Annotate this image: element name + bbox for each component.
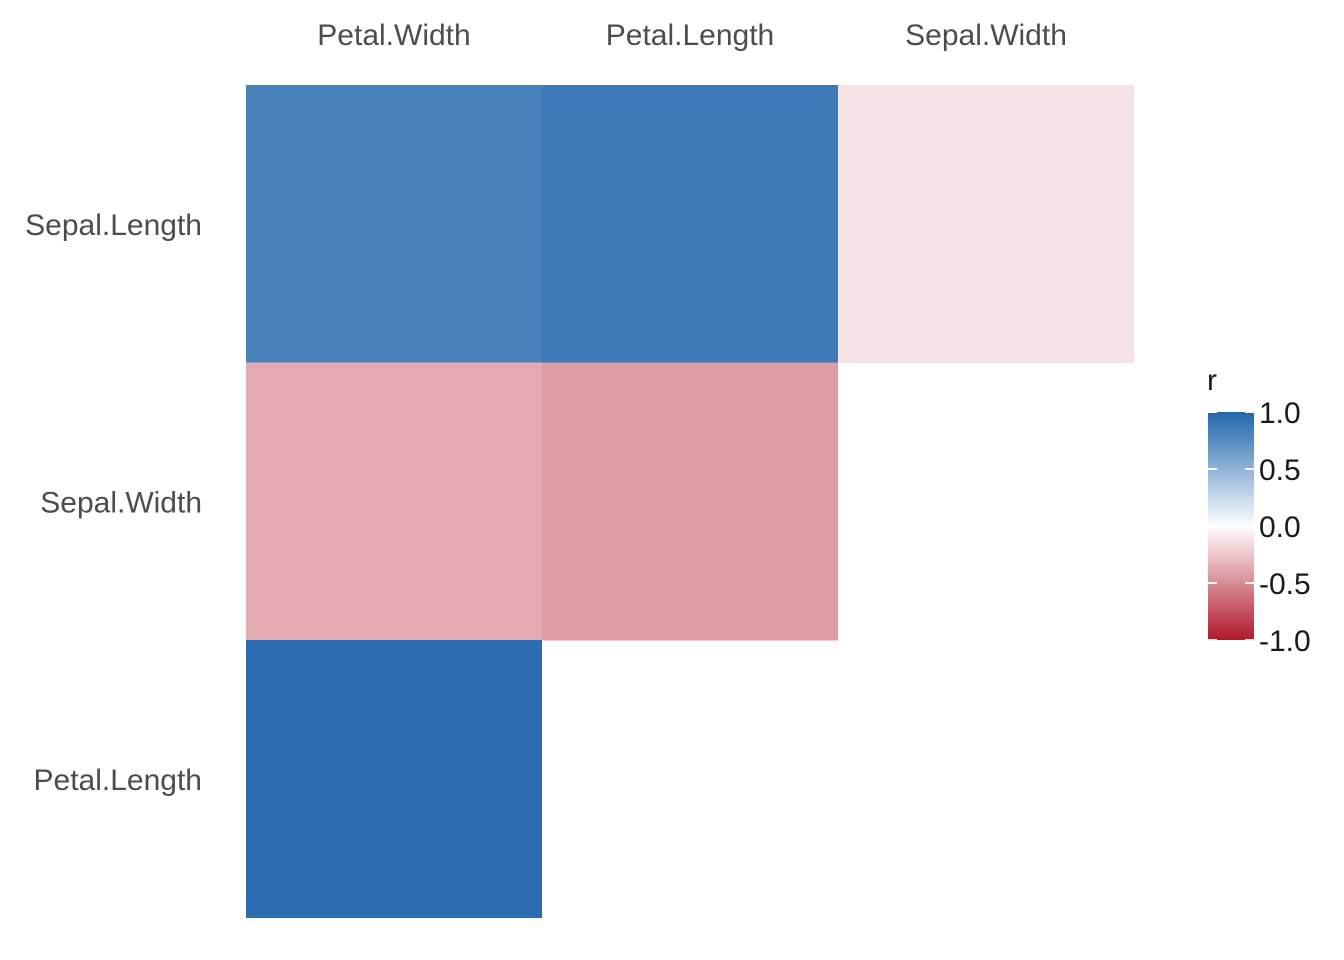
heatmap-cells — [246, 85, 1134, 918]
color-legend: r 1.0 0.5 0.0 -0.5 -1.0 — [1207, 364, 1311, 658]
legend-tick-label: 0.5 — [1259, 454, 1301, 487]
cell-petal-length-petal-width — [246, 640, 542, 918]
legend-tick-label: 0.0 — [1259, 511, 1301, 544]
x-label-petal-length: Petal.Length — [606, 19, 774, 52]
y-label-sepal-width: Sepal.Width — [40, 486, 202, 519]
cell-sepal-length-sepal-width — [838, 85, 1134, 363]
y-label-sepal-length: Sepal.Length — [25, 209, 202, 242]
cell-sepal-width-petal-width — [246, 362, 542, 641]
legend-tick-label: 1.0 — [1259, 397, 1301, 430]
legend-tick-label: -1.0 — [1259, 625, 1311, 658]
cell-sepal-width-petal-length — [542, 362, 838, 641]
legend-title: r — [1207, 364, 1217, 397]
legend-ticks: 1.0 0.5 0.0 -0.5 -1.0 — [1208, 397, 1311, 658]
cell-sepal-length-petal-width — [246, 85, 542, 363]
y-label-petal-length: Petal.Length — [34, 764, 202, 797]
cell-sepal-length-petal-length — [542, 85, 838, 363]
y-axis-labels: Sepal.Length Sepal.Width Petal.Length — [25, 209, 202, 797]
x-label-sepal-width: Sepal.Width — [905, 19, 1067, 52]
x-axis-labels: Petal.Width Petal.Length Sepal.Width — [317, 19, 1067, 52]
x-label-petal-width: Petal.Width — [317, 19, 470, 52]
legend-tick-label: -0.5 — [1259, 568, 1311, 601]
